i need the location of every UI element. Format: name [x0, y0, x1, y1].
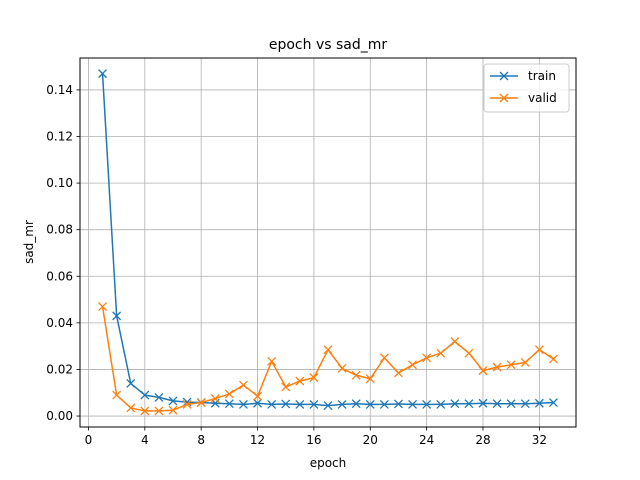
data-point-valid: [140, 406, 150, 416]
data-point-valid: [154, 406, 164, 416]
data-point-valid: [210, 394, 220, 404]
data-point-valid: [450, 337, 460, 346]
data-point-train: [379, 399, 389, 409]
data-point-valid: [267, 356, 277, 366]
data-point-train: [323, 401, 333, 411]
data-point-train: [140, 390, 150, 400]
data-point-valid: [323, 345, 333, 355]
x-tick-label: 4: [141, 433, 149, 447]
data-point-train: [365, 399, 375, 409]
legend-marker-valid: [499, 93, 509, 103]
data-point-valid: [337, 363, 347, 373]
data-point-valid: [478, 366, 488, 376]
data-point-valid: [464, 348, 474, 358]
data-point-valid: [365, 374, 375, 384]
y-tick-label: 0.02: [46, 362, 73, 376]
data-point-valid: [295, 376, 305, 386]
data-point-valid: [112, 390, 122, 400]
data-point-valid: [238, 380, 248, 390]
data-point-train: [422, 399, 432, 409]
data-point-train: [337, 399, 347, 409]
data-point-train: [267, 399, 277, 409]
y-tick-label: 0.12: [46, 130, 73, 144]
legend-cross-train: [499, 71, 509, 81]
data-point-valid: [224, 389, 234, 399]
data-point-train: [520, 399, 530, 409]
data-point-valid: [182, 399, 192, 409]
data-point-valid: [196, 398, 206, 407]
y-axis-label: sad_mr: [22, 220, 36, 264]
data-point-valid: [520, 358, 530, 367]
x-tick-label: 28: [475, 433, 490, 447]
chart-title: epoch vs sad_mr: [269, 37, 388, 53]
x-tick-label: 24: [419, 433, 434, 447]
legend-marker-train: [499, 71, 509, 81]
data-point-train: [492, 399, 502, 409]
data-point-valid: [506, 360, 516, 370]
x-tick-label: 0: [85, 433, 93, 447]
y-tick-label: 0.00: [46, 409, 73, 423]
data-point-valid: [492, 362, 502, 372]
data-point-train: [408, 399, 418, 409]
y-axis-ticks: 0.00 0.02 0.04 0.06 0.08 0.10 0.12 0.14: [46, 83, 80, 423]
y-tick-label: 0.08: [46, 223, 73, 237]
x-axis-ticks: 0 4 8 12 16 20 24 28 32: [85, 427, 547, 447]
data-point-train: [154, 392, 164, 402]
data-point-train: [295, 399, 305, 409]
legend-label-train: train: [528, 69, 556, 83]
data-point-train: [436, 399, 446, 409]
data-point-train: [478, 398, 488, 408]
data-point-valid: [126, 403, 136, 413]
x-axis-label: epoch: [310, 456, 347, 470]
data-point-train: [238, 399, 248, 409]
y-tick-label: 0.06: [46, 269, 73, 283]
x-tick-label: 8: [197, 433, 205, 447]
legend-label-valid: valid: [528, 91, 557, 105]
grid-lines: [80, 58, 576, 427]
x-tick-label: 12: [250, 433, 265, 447]
series-valid: [98, 302, 558, 416]
data-point-train: [281, 399, 291, 409]
data-point-valid: [534, 345, 544, 355]
data-point-valid: [168, 405, 178, 415]
data-point-valid: [393, 368, 403, 378]
data-point-train: [253, 398, 263, 408]
legend: train valid: [483, 63, 570, 113]
series-layer: [98, 69, 558, 416]
plot-area: [80, 58, 576, 427]
data-point-train: [393, 399, 403, 409]
data-point-train: [98, 69, 108, 79]
y-tick-label: 0.14: [46, 83, 73, 97]
data-point-train: [506, 399, 516, 409]
data-point-train: [168, 396, 178, 406]
data-point-train: [309, 399, 319, 409]
plot-frame: [79, 57, 577, 428]
data-point-train: [464, 399, 474, 409]
data-point-valid: [253, 391, 263, 401]
data-point-train: [112, 311, 122, 321]
data-point-train: [224, 399, 234, 409]
data-point-valid: [436, 348, 446, 358]
data-point-train: [548, 398, 558, 407]
data-point-valid: [408, 360, 418, 370]
data-point-valid: [422, 353, 432, 363]
data-point-valid: [309, 373, 319, 383]
data-point-valid: [281, 382, 291, 392]
data-point-train: [450, 399, 460, 409]
data-point-valid: [351, 370, 361, 380]
data-point-train: [534, 398, 544, 408]
x-tick-label: 32: [532, 433, 547, 447]
legend-cross-valid: [499, 93, 509, 103]
data-point-train: [126, 378, 136, 388]
data-point-valid: [379, 353, 389, 363]
data-point-valid: [548, 354, 558, 364]
x-tick-label: 20: [363, 433, 378, 447]
x-tick-label: 16: [306, 433, 321, 447]
y-tick-label: 0.10: [46, 176, 73, 190]
data-point-valid: [98, 302, 108, 312]
y-tick-label: 0.04: [46, 316, 73, 330]
data-point-train: [351, 399, 361, 409]
